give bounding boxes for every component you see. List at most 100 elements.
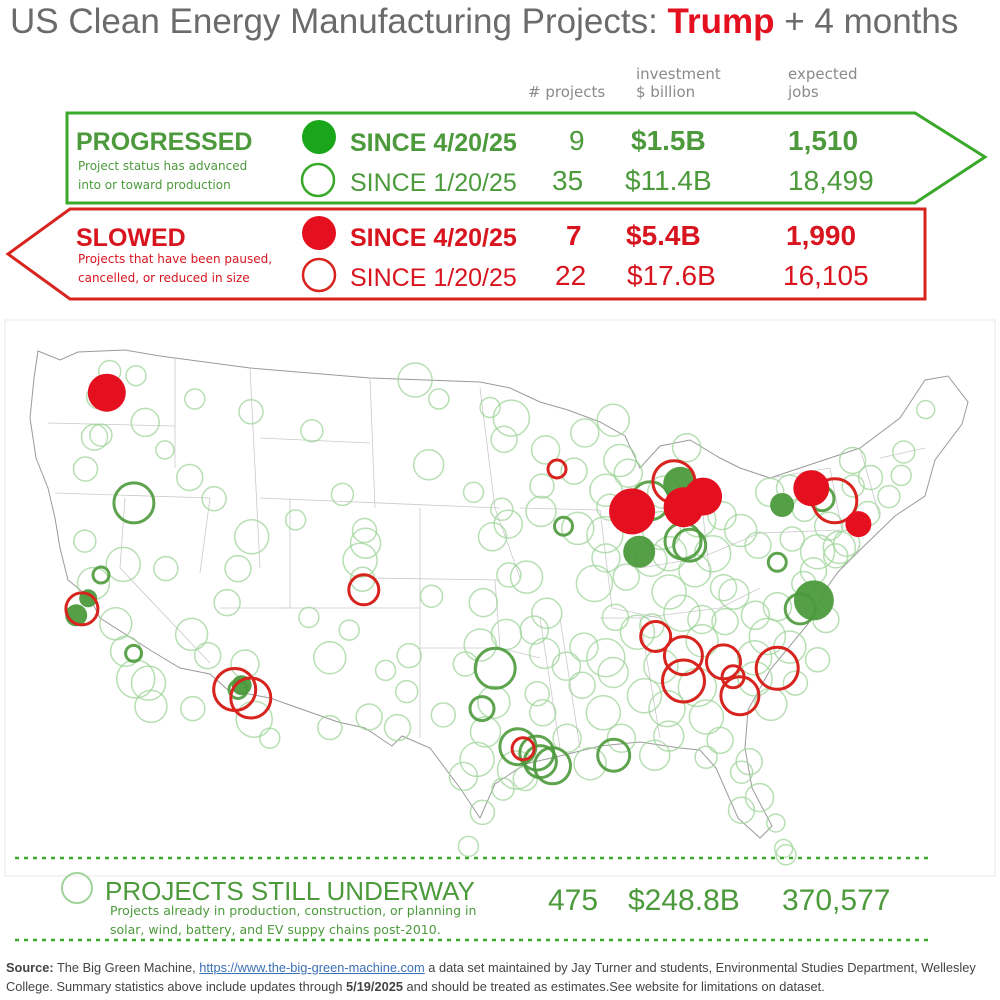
progressed-earlier-marker <box>672 527 708 563</box>
underway-marker <box>551 651 582 681</box>
us-map <box>4 319 996 877</box>
progressed-row2-jobs: 18,499 <box>788 165 874 196</box>
underway-marker <box>493 509 523 539</box>
underway-marker <box>180 695 206 722</box>
underway-marker <box>89 423 113 447</box>
underway-marker <box>729 760 754 784</box>
underway-marker <box>313 640 347 675</box>
underway-marker <box>469 716 502 748</box>
slowed-earlier-marker <box>510 736 536 762</box>
underway-marker <box>412 449 445 481</box>
underway-marker <box>477 522 508 552</box>
underway-marker <box>740 600 771 631</box>
panel-frames <box>5 111 988 301</box>
underway-marker <box>430 702 457 728</box>
underway-marker <box>877 484 901 509</box>
underway-marker <box>606 723 637 753</box>
underway-marker <box>639 613 665 639</box>
underway-marker <box>603 443 637 478</box>
progressed-description: Project status has advanced into or towar… <box>78 159 248 192</box>
slowed-earlier-marker <box>64 591 100 627</box>
underway-marker <box>355 703 383 731</box>
underway-marker <box>462 481 485 504</box>
underway-marker <box>891 440 916 464</box>
underway-marker <box>570 418 600 448</box>
underway-marker <box>591 543 621 573</box>
underway-marker <box>748 617 787 656</box>
slowed-row1-investment: $5.4B <box>626 220 701 251</box>
progressed-earlier-marker <box>468 695 496 723</box>
underway-marker <box>735 747 763 776</box>
underway-description: Projects already in production, construc… <box>110 903 477 937</box>
slowed-earlier-marker <box>347 573 381 607</box>
underway-marker <box>573 746 607 781</box>
underway-marker <box>707 500 737 531</box>
underway-marker <box>80 423 109 451</box>
underway-marker <box>155 440 175 460</box>
underway-marker <box>737 661 773 697</box>
column-header-jobs: expected jobs <box>788 65 858 101</box>
underway-jobs: 370,577 <box>782 884 891 917</box>
progressed-earlier-marker <box>112 481 156 525</box>
underway-marker <box>201 485 227 512</box>
slowed-row2-label: SINCE 1/20/25 <box>350 264 517 292</box>
progressed-arrow-frame <box>65 111 988 205</box>
source-note: Source: The Big Green Machine, https://w… <box>6 960 976 994</box>
underway-marker <box>394 679 419 704</box>
progressed-row2-projects: 35 <box>552 165 584 196</box>
progressed-recent-marker <box>231 675 252 696</box>
progressed-earlier-marker <box>522 744 558 780</box>
underway-marker <box>694 745 718 770</box>
underway-marker <box>259 727 281 749</box>
source-link[interactable]: https://www.the-big-green-machine.com <box>199 960 425 975</box>
underway-marker <box>349 527 382 559</box>
underway-marker <box>755 477 785 508</box>
underway-marker <box>651 574 687 610</box>
progressed-earlier-marker <box>596 737 632 773</box>
underway-marker <box>597 656 629 689</box>
slowed-recent-markers <box>87 373 872 538</box>
underway-marker <box>490 425 518 454</box>
slowed-earlier-marker <box>661 658 706 704</box>
progressed-earlier-marker <box>766 551 788 573</box>
underway-marker <box>782 670 809 696</box>
underway-marker <box>125 364 147 387</box>
underway-marker <box>396 642 422 669</box>
slowed-recent-marker <box>87 373 126 412</box>
underway-marker <box>448 761 479 792</box>
progressed-row1-projects: 9 <box>569 125 585 156</box>
column-header-projects: # projects <box>528 83 606 101</box>
slowed-recent-marker <box>793 470 830 507</box>
underway-marker <box>560 457 588 485</box>
underway-marker <box>419 584 444 608</box>
underway-marker <box>613 458 644 488</box>
slowed-recent-marker <box>609 488 656 535</box>
underway-marker <box>469 799 496 826</box>
underway-marker <box>213 588 241 617</box>
underway-heading: PROJECTS STILL UNDERWAY <box>105 876 475 906</box>
slowed-earlier-marker <box>662 635 704 677</box>
underway-marker <box>569 632 599 662</box>
underway-marker <box>524 680 550 707</box>
underway-marker <box>496 562 522 588</box>
underway-marker <box>813 511 844 541</box>
underway-marker <box>490 618 523 651</box>
progressed-recent-marker <box>793 580 834 621</box>
underway-marker <box>638 739 671 771</box>
us-outline <box>29 349 969 839</box>
underway-marker <box>706 726 734 755</box>
underway-marker <box>586 637 626 678</box>
underway-marker <box>841 474 865 498</box>
progressed-row1-label: SINCE 4/20/25 <box>350 129 517 157</box>
underway-marker <box>130 665 167 701</box>
underway-marker <box>72 456 99 482</box>
underway-marker <box>561 511 595 546</box>
underway-marker <box>298 606 320 629</box>
underway-marker <box>671 433 702 463</box>
underway-marker <box>663 594 701 632</box>
progressed-heading: PROGRESSED <box>76 128 253 156</box>
underway-marker <box>589 473 623 507</box>
underway-marker <box>452 651 479 677</box>
underway-marker <box>105 546 141 583</box>
underway-marker <box>428 388 450 410</box>
